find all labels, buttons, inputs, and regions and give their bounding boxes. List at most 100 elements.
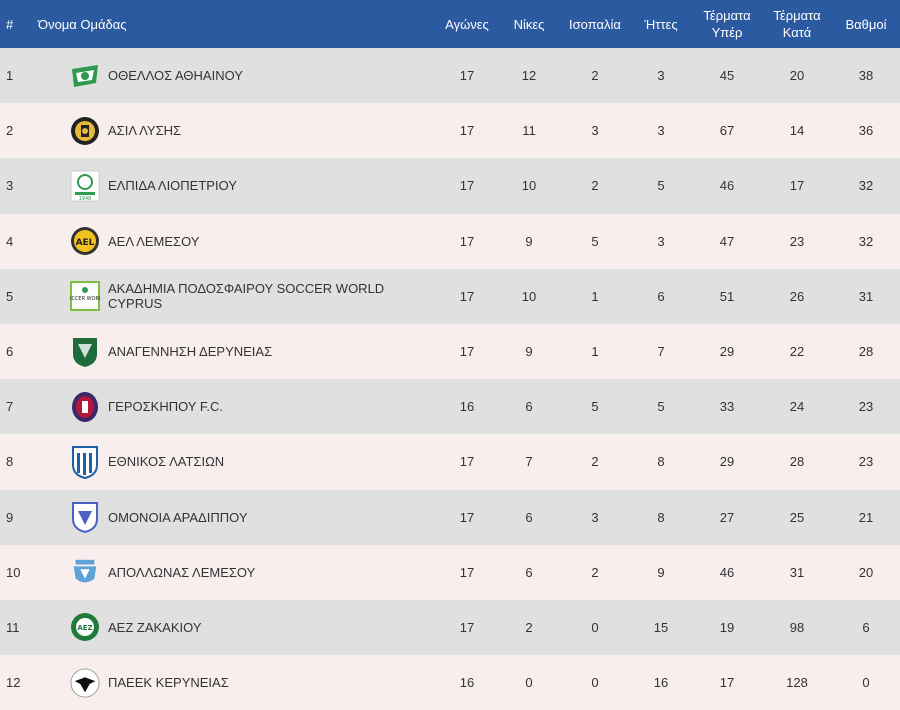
rank-cell: 11 xyxy=(6,619,20,635)
goals-against-cell: 25 xyxy=(789,509,805,525)
team-cell: 1948 ΕΛΠΙΔΑ ΛΙΟΠΕΤΡΙΟΥ xyxy=(32,158,436,213)
table-row[interactable]: 3 1948 ΕΛΠΙΔΑ ΛΙΟΠΕΤΡΙΟΥ 17 10 2 5 46 17 32 xyxy=(0,158,900,214)
goals-for-cell: 47 xyxy=(719,233,735,249)
team-name[interactable]: ΑΕΖ ΖΑΚΑΚΙΟΥ xyxy=(108,619,202,635)
played-cell: 17 xyxy=(459,178,475,194)
goals-against-cell: 26 xyxy=(789,288,805,304)
othellos-crest-icon xyxy=(70,59,100,93)
played-cell: 17 xyxy=(459,123,475,139)
table-row[interactable]: 12 ΠΑΕΕΚ ΚΕΡΥΝΕΙΑΣ 16 0 0 16 17 128 0 xyxy=(0,655,900,710)
rank-cell: 3 xyxy=(6,178,14,194)
table-row[interactable]: 1 ΟΘΕΛΛΟΣ ΑΘΗΑΙΝΟΥ 17 12 2 3 45 20 38 xyxy=(0,48,900,104)
losses-cell: 3 xyxy=(657,233,665,249)
played-cell: 17 xyxy=(459,509,475,525)
table-row[interactable]: 4 AEL ΑΕΛ ΛΕΜΕΣΟΥ 17 9 5 3 47 23 32 xyxy=(0,213,900,269)
table-row[interactable]: 11 AEZ ΑΕΖ ΖΑΚΑΚΙΟΥ 17 2 0 15 19 98 6 xyxy=(0,599,900,656)
draws-cell: 2 xyxy=(591,454,599,470)
goals-for-cell: 51 xyxy=(719,288,735,304)
asil-crest-icon xyxy=(70,114,100,148)
team-name[interactable]: ΕΛΠΙΔΑ ΛΙΟΠΕΤΡΙΟΥ xyxy=(108,178,237,194)
team-cell: SOCCER WORLD ΑΚΑΔΗΜΙΑ ΠΟΔΟΣΦΑΙΡΟΥ SOCCER … xyxy=(32,269,436,324)
goals-for-cell: 29 xyxy=(719,454,735,470)
points-cell: 0 xyxy=(862,675,870,691)
apollonas-crest-icon xyxy=(70,555,100,589)
table-row[interactable]: 8 ΕΘΝΙΚΟΣ ΛΑΤΣΙΩΝ 17 7 2 8 29 28 23 xyxy=(0,434,900,490)
team-name[interactable]: ΠΑΕΕΚ ΚΕΡΥΝΕΙΑΣ xyxy=(108,675,229,691)
draws-cell: 3 xyxy=(591,509,599,525)
soccer-world-crest-icon: SOCCER WORLD xyxy=(70,279,100,313)
table-row[interactable]: 9 ΟΜΟΝΟΙΑ ΑΡΑΔΙΠΠΟΥ 17 6 3 8 27 25 21 xyxy=(0,489,900,545)
team-cell: ΠΑΕΕΚ ΚΕΡΥΝΕΙΑΣ xyxy=(32,655,436,710)
team-cell: AEZ ΑΕΖ ΖΑΚΑΚΙΟΥ xyxy=(32,600,436,655)
goals-for-cell: 27 xyxy=(719,509,735,525)
points-cell: 38 xyxy=(858,68,874,84)
wins-cell: 10 xyxy=(521,178,537,194)
goals-against-cell: 23 xyxy=(789,233,805,249)
rank-cell: 4 xyxy=(6,233,14,249)
played-cell: 17 xyxy=(459,564,475,580)
draws-cell: 1 xyxy=(591,288,599,304)
draws-cell: 2 xyxy=(591,68,599,84)
rank-cell: 5 xyxy=(6,288,14,304)
team-name[interactable]: ΑΕΛ ΛΕΜΕΣΟΥ xyxy=(108,233,200,249)
table-row[interactable]: 5 SOCCER WORLD ΑΚΑΔΗΜΙΑ ΠΟΔΟΣΦΑΙΡΟΥ SOCCER… xyxy=(0,268,900,324)
goals-for-cell: 67 xyxy=(719,123,735,139)
played-cell: 17 xyxy=(459,233,475,249)
header-wins: Νίκες xyxy=(513,16,545,32)
goals-against-cell: 31 xyxy=(789,564,805,580)
wins-cell: 6 xyxy=(525,509,533,525)
goals-against-cell: 20 xyxy=(789,68,805,84)
goals-against-cell: 17 xyxy=(789,178,805,194)
rank-cell: 10 xyxy=(6,564,21,580)
rank-cell: 12 xyxy=(6,675,21,691)
team-cell: ΟΜΟΝΟΙΑ ΑΡΑΔΙΠΠΟΥ xyxy=(32,490,436,545)
header-rank: # xyxy=(6,16,14,32)
draws-cell: 2 xyxy=(591,178,599,194)
header-goals-against: Τέρματα Κατά xyxy=(773,8,821,40)
losses-cell: 15 xyxy=(653,619,669,635)
rank-cell: 9 xyxy=(6,509,14,525)
svg-text:AEL: AEL xyxy=(76,238,95,248)
header-points: Βαθμοί xyxy=(845,16,887,32)
losses-cell: 9 xyxy=(657,564,665,580)
team-name[interactable]: ΑΚΑΔΗΜΙΑ ΠΟΔΟΣΦΑΙΡΟΥ SOCCER WORLD CYPRUS xyxy=(108,281,385,312)
goals-for-cell: 19 xyxy=(719,619,735,635)
goals-against-cell: 22 xyxy=(789,344,805,360)
team-cell: ΑΝΑΓΕΝΝΗΣΗ ΔΕΡΥΝΕΙΑΣ xyxy=(32,324,436,379)
points-cell: 20 xyxy=(858,564,874,580)
wins-cell: 6 xyxy=(525,399,533,415)
goals-for-cell: 45 xyxy=(719,68,735,84)
points-cell: 23 xyxy=(858,399,874,415)
losses-cell: 6 xyxy=(657,288,665,304)
team-cell: ΕΘΝΙΚΟΣ ΛΑΤΣΙΩΝ xyxy=(32,434,436,489)
goals-against-cell: 98 xyxy=(789,619,805,635)
team-name[interactable]: ΑΝΑΓΕΝΝΗΣΗ ΔΕΡΥΝΕΙΑΣ xyxy=(108,344,273,360)
table-row[interactable]: 7 ΓΕΡΟΣΚΗΠΟΥ F.C. 16 6 5 5 33 24 23 xyxy=(0,379,900,435)
points-cell: 28 xyxy=(858,344,874,360)
table-header-row: # Όνομα Ομάδας Αγώνες Νίκες Ισοπαλία Ήττ… xyxy=(0,0,900,48)
wins-cell: 12 xyxy=(521,68,537,84)
draws-cell: 5 xyxy=(591,399,599,415)
wins-cell: 11 xyxy=(522,123,536,139)
svg-text:1948: 1948 xyxy=(79,196,92,202)
team-name[interactable]: ΑΠΟΛΛΩΝΑΣ ΛΕΜΕΣΟΥ xyxy=(108,564,256,580)
rank-cell: 7 xyxy=(6,399,14,415)
header-goals-for: Τέρματα Υπέρ xyxy=(703,8,751,40)
paeek-crest-icon xyxy=(70,666,100,700)
table-row[interactable]: 2 ΑΣΙΛ ΛΥΣΗΣ 17 11 3 3 67 14 36 xyxy=(0,103,900,159)
team-name[interactable]: ΕΘΝΙΚΟΣ ΛΑΤΣΙΩΝ xyxy=(108,454,225,470)
losses-cell: 16 xyxy=(653,675,669,691)
ael-crest-icon: AEL xyxy=(70,224,100,258)
team-name[interactable]: ΟΘΕΛΛΟΣ ΑΘΗΑΙΝΟΥ xyxy=(108,68,243,84)
table-row[interactable]: 6 ΑΝΑΓΕΝΝΗΣΗ ΔΕΡΥΝΕΙΑΣ 17 9 1 7 29 22 28 xyxy=(0,323,900,380)
wins-cell: 9 xyxy=(525,233,533,249)
table-row[interactable]: 10 ΑΠΟΛΛΩΝΑΣ ΛΕΜΕΣΟΥ 17 6 2 9 46 31 20 xyxy=(0,544,900,600)
team-cell: ΓΕΡΟΣΚΗΠΟΥ F.C. xyxy=(32,379,436,434)
points-cell: 23 xyxy=(858,454,874,470)
team-name[interactable]: ΑΣΙΛ ΛΥΣΗΣ xyxy=(108,123,182,139)
team-name[interactable]: ΓΕΡΟΣΚΗΠΟΥ F.C. xyxy=(108,399,223,415)
goals-against-cell: 24 xyxy=(789,399,805,415)
goals-against-cell: 14 xyxy=(789,123,805,139)
team-name[interactable]: ΟΜΟΝΟΙΑ ΑΡΑΔΙΠΠΟΥ xyxy=(108,509,248,525)
goals-for-cell: 33 xyxy=(719,399,735,415)
